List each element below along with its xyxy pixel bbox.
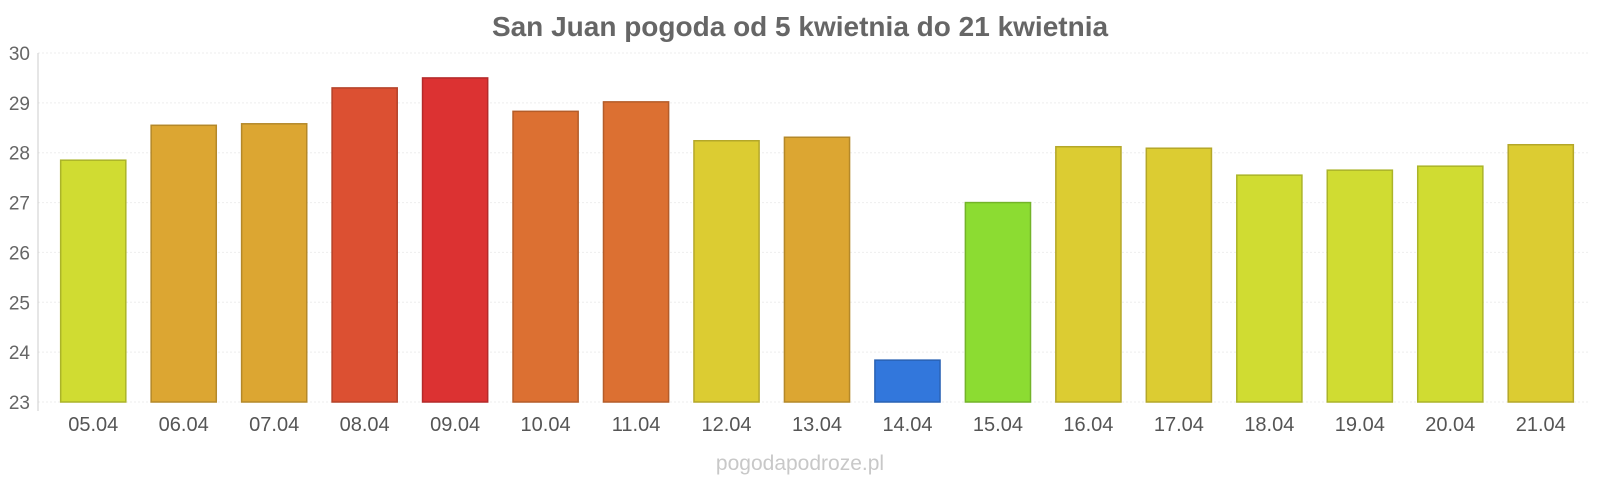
- bar: [421, 77, 489, 403]
- x-tick-label: 07.04: [249, 414, 299, 436]
- bar: [783, 136, 851, 403]
- x-tick-label: 12.04: [701, 414, 751, 436]
- bar: [1055, 145, 1122, 403]
- bar: [874, 359, 941, 403]
- x-tick-label: 17.04: [1154, 414, 1204, 436]
- x-tick-label: 19.04: [1335, 414, 1385, 436]
- x-tick-label: 18.04: [1244, 414, 1294, 436]
- bar: [1416, 165, 1484, 403]
- x-tick-label: 06.04: [159, 414, 209, 436]
- bars: [59, 77, 1575, 403]
- x-tick-label: 11.04: [612, 414, 661, 436]
- x-tick-label: 08.04: [340, 414, 390, 436]
- x-tick-label: 05.04: [68, 414, 118, 436]
- y-axis-ticks: 23 24 25 26 27 28 29 30: [9, 44, 31, 414]
- bar: [693, 139, 760, 403]
- bar: [964, 201, 1032, 403]
- watermark: pogodapodroze.pl: [716, 452, 884, 475]
- y-tick-label: 26: [9, 243, 30, 264]
- bar: [1145, 147, 1213, 403]
- y-tick-label: 24: [9, 343, 31, 364]
- x-tick-label: 20.04: [1425, 414, 1475, 436]
- y-tick-label: 30: [9, 44, 30, 65]
- y-tick-label: 27: [9, 194, 30, 215]
- y-tick-label: 23: [9, 393, 30, 414]
- x-tick-label: 13.04: [792, 414, 842, 436]
- x-tick-label: 14.04: [882, 414, 932, 436]
- y-tick-label: 25: [9, 293, 30, 314]
- bar: [59, 159, 127, 403]
- bar: [150, 124, 218, 403]
- bar: [1507, 143, 1575, 403]
- bar: [331, 87, 398, 403]
- bar: [602, 101, 670, 403]
- bar: [1236, 174, 1303, 403]
- x-tick-label: 15.04: [973, 414, 1023, 436]
- y-tick-label: 28: [9, 144, 30, 165]
- bar: [1326, 169, 1394, 403]
- x-tick-label: 16.04: [1063, 414, 1113, 436]
- x-tick-label: 09.04: [430, 414, 480, 436]
- x-tick-label: 10.04: [521, 414, 571, 436]
- y-tick-label: 29: [9, 94, 30, 115]
- bar: [512, 110, 579, 403]
- bar: [240, 123, 308, 403]
- x-axis-labels: 05.04 06.04 07.04 08.04 09.04 10.04 11.04 12.04…: [68, 414, 1566, 436]
- chart-title: San Juan pogoda od 5 kwietnia do 21 kwie…: [492, 11, 1109, 42]
- x-tick-label: 21.04: [1516, 414, 1566, 436]
